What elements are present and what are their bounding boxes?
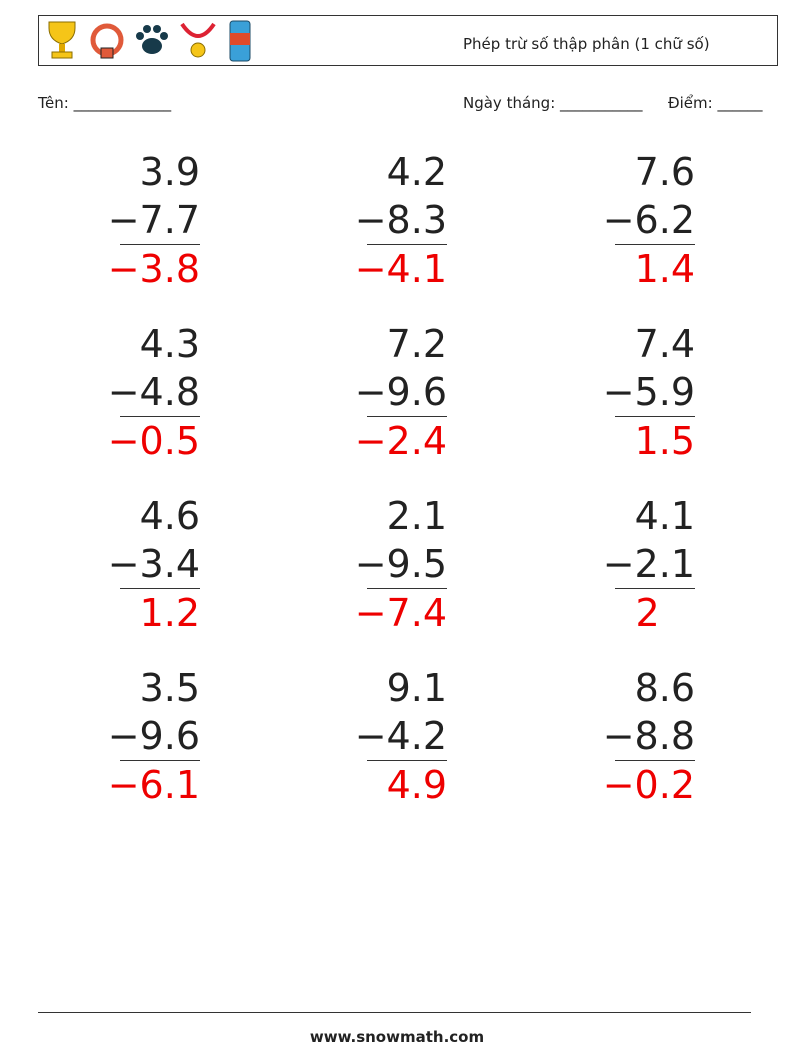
answer: −4.1 — [354, 247, 447, 291]
title: Phép trừ số thập phân (1 chữ số) — [463, 35, 710, 53]
problem: 3.9 −7.7 −3.8 — [60, 148, 200, 293]
problem: 4.6 −3.4 1.2 — [60, 492, 200, 637]
answer: 4.9 — [386, 763, 447, 807]
answer: 2 — [635, 591, 660, 635]
subtrahend: −7.7 — [107, 198, 200, 242]
problem: 2.1 −9.5 −7.4 — [307, 492, 447, 637]
problem: 9.1 −4.2 4.9 — [307, 664, 447, 809]
answer: −6.1 — [107, 763, 200, 807]
minuend: 4.2 — [386, 150, 447, 194]
answer-rule — [367, 416, 447, 417]
subtrahend: −9.6 — [107, 714, 200, 758]
medal-icon — [180, 22, 216, 58]
answer: 1.4 — [634, 247, 695, 291]
footer: www.snowmath.com — [309, 1028, 485, 1046]
minuend: 9.1 — [386, 666, 447, 710]
problem: 7.2 −9.6 −2.4 — [307, 320, 447, 465]
icons — [48, 20, 251, 62]
subtrahend: −8.3 — [354, 198, 447, 242]
answer: −7.4 — [354, 591, 447, 635]
problem: 4.1 −2.1 2 — [555, 492, 695, 637]
subtrahend: −9.6 — [354, 370, 447, 414]
name-field: Tên: _____________ — [38, 94, 172, 112]
problem: 4.2 −8.3 −4.1 — [307, 148, 447, 293]
can-icon — [229, 20, 251, 62]
paw-icon — [136, 25, 168, 54]
minuend: 7.4 — [634, 322, 695, 366]
subtrahend: −8.8 — [602, 714, 695, 758]
problem: 7.6 −6.2 1.4 — [555, 148, 695, 293]
score-field: Điểm: ______ — [668, 94, 763, 112]
minuend: 7.2 — [386, 322, 447, 366]
answer-rule — [615, 588, 695, 589]
answer-rule — [615, 244, 695, 245]
answer: 1.5 — [634, 419, 695, 463]
minuend: 2.1 — [386, 494, 447, 538]
answer-rule — [615, 760, 695, 761]
answer-rule — [120, 760, 200, 761]
answer-rule — [120, 588, 200, 589]
subtrahend: −2.1 — [602, 542, 695, 586]
minuend: 8.6 — [634, 666, 695, 710]
answer: −0.5 — [107, 419, 200, 463]
answer-rule — [615, 416, 695, 417]
answer: −3.8 — [107, 247, 200, 291]
subtrahend: −3.4 — [107, 542, 200, 586]
subtrahend: −6.2 — [602, 198, 695, 242]
subtrahend: −5.9 — [602, 370, 695, 414]
date-field: Ngày tháng: ___________ — [463, 94, 643, 112]
problem: 7.4 −5.9 1.5 — [555, 320, 695, 465]
minuend: 3.5 — [139, 666, 200, 710]
answer: 1.2 — [139, 591, 200, 635]
footer-rule — [38, 1012, 751, 1013]
answer-rule — [367, 760, 447, 761]
problem: 8.6 −8.8 −0.2 — [555, 664, 695, 809]
minuend: 7.6 — [634, 150, 695, 194]
problem: 3.5 −9.6 −6.1 — [60, 664, 200, 809]
answer: −0.2 — [602, 763, 695, 807]
ring-icon — [90, 23, 124, 59]
subtrahend: −9.5 — [354, 542, 447, 586]
minuend: 4.1 — [634, 494, 695, 538]
answer: −2.4 — [354, 419, 447, 463]
header-box — [38, 15, 778, 66]
trophy-icon — [48, 21, 76, 59]
answer-rule — [367, 588, 447, 589]
subtrahend: −4.8 — [107, 370, 200, 414]
answer-rule — [120, 416, 200, 417]
minuend: 3.9 — [139, 150, 200, 194]
problem: 4.3 −4.8 −0.5 — [60, 320, 200, 465]
answer-rule — [367, 244, 447, 245]
answer-rule — [120, 244, 200, 245]
minuend: 4.3 — [139, 322, 200, 366]
subtrahend: −4.2 — [354, 714, 447, 758]
minuend: 4.6 — [139, 494, 200, 538]
